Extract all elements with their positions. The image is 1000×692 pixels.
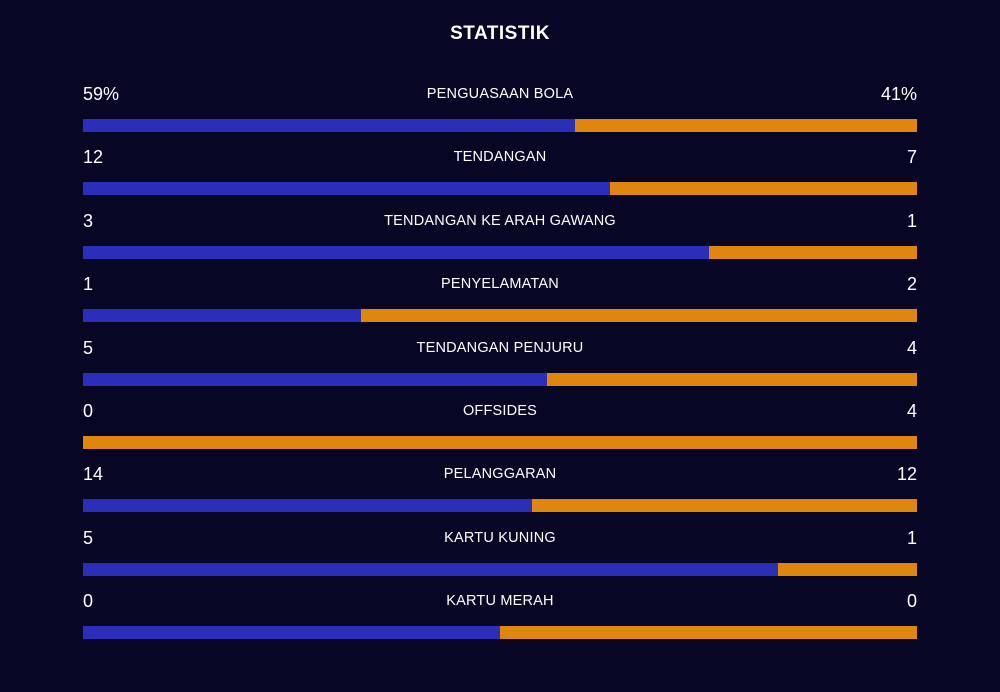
away-value: 0 — [906, 591, 917, 612]
stats-list: 59% PENGUASAAN BOLA 41% 12 TENDANGAN 7 — [83, 80, 917, 651]
away-bar-segment — [500, 626, 917, 640]
away-bar-segment — [777, 562, 917, 576]
away-bar-segment — [575, 119, 917, 132]
stat-label: KARTU MERAH — [446, 593, 554, 610]
stat-row-offsides: 0 OFFSIDES 4 — [83, 397, 917, 460]
comparison-bar — [83, 372, 917, 386]
stat-label: KARTU KUNING — [444, 529, 556, 546]
stat-row-shots-on-target: 3 TENDANGAN KE ARAH GAWANG 1 — [83, 207, 917, 270]
home-bar-segment — [83, 309, 361, 323]
stat-label: PENGUASAAN BOLA — [426, 86, 574, 102]
stat-label: TENDANGAN KE ARAH GAWANG — [384, 212, 616, 229]
away-value: 1 — [906, 527, 917, 548]
panel-title: STATISTIK — [450, 23, 550, 44]
home-value: 1 — [83, 274, 94, 295]
home-value: 14 — [83, 464, 104, 485]
home-bar-segment — [83, 182, 611, 196]
home-bar-segment — [83, 372, 547, 386]
home-value: 3 — [83, 210, 94, 231]
away-bar-segment — [531, 499, 917, 513]
home-value: 12 — [83, 147, 104, 168]
away-bar-segment — [360, 309, 917, 323]
away-bar-segment — [610, 182, 917, 196]
away-bar-segment — [708, 245, 917, 259]
comparison-bar — [83, 245, 917, 259]
stat-label: PENYELAMATAN — [441, 276, 559, 293]
away-value: 7 — [906, 147, 917, 168]
home-value: 5 — [83, 337, 94, 358]
stat-row-red-cards: 0 KARTU MERAH 0 — [83, 587, 917, 650]
away-value: 4 — [906, 337, 917, 358]
stat-row-ball-possession: 59% PENGUASAAN BOLA 41% — [83, 80, 917, 143]
home-value: 0 — [83, 400, 94, 421]
home-value: 5 — [83, 527, 94, 548]
away-value: 41% — [880, 84, 917, 104]
home-bar-segment — [83, 562, 778, 576]
home-bar-segment — [83, 119, 576, 132]
stat-label: TENDANGAN PENJURU — [416, 339, 584, 356]
stat-row-saves: 1 PENYELAMATAN 2 — [83, 270, 917, 333]
stat-row-yellow-cards: 5 KARTU KUNING 1 — [83, 524, 917, 587]
away-value: 4 — [906, 400, 917, 421]
home-bar-segment — [83, 499, 532, 513]
home-value: 59% — [83, 84, 120, 104]
away-bar-segment — [546, 372, 917, 386]
home-value: 0 — [83, 591, 94, 612]
comparison-bar — [83, 435, 917, 449]
comparison-bar — [83, 182, 917, 196]
comparison-bar — [83, 119, 917, 132]
away-bar-segment — [83, 435, 917, 449]
stat-label: OFFSIDES — [462, 402, 538, 419]
comparison-bar — [83, 499, 917, 513]
comparison-bar — [83, 309, 917, 323]
stat-row-fouls: 14 PELANGGARAN 12 — [83, 460, 917, 523]
comparison-bar — [83, 562, 917, 576]
away-value: 12 — [896, 464, 917, 485]
home-bar-segment — [83, 626, 500, 640]
stat-label: TENDANGAN — [453, 149, 547, 166]
comparison-bar — [83, 626, 917, 640]
away-value: 1 — [906, 210, 917, 231]
stat-row-shots: 12 TENDANGAN 7 — [83, 143, 917, 206]
stat-label: PELANGGARAN — [443, 466, 557, 483]
stat-row-corners: 5 TENDANGAN PENJURU 4 — [83, 334, 917, 397]
home-bar-segment — [83, 245, 709, 259]
away-value: 2 — [906, 274, 917, 295]
